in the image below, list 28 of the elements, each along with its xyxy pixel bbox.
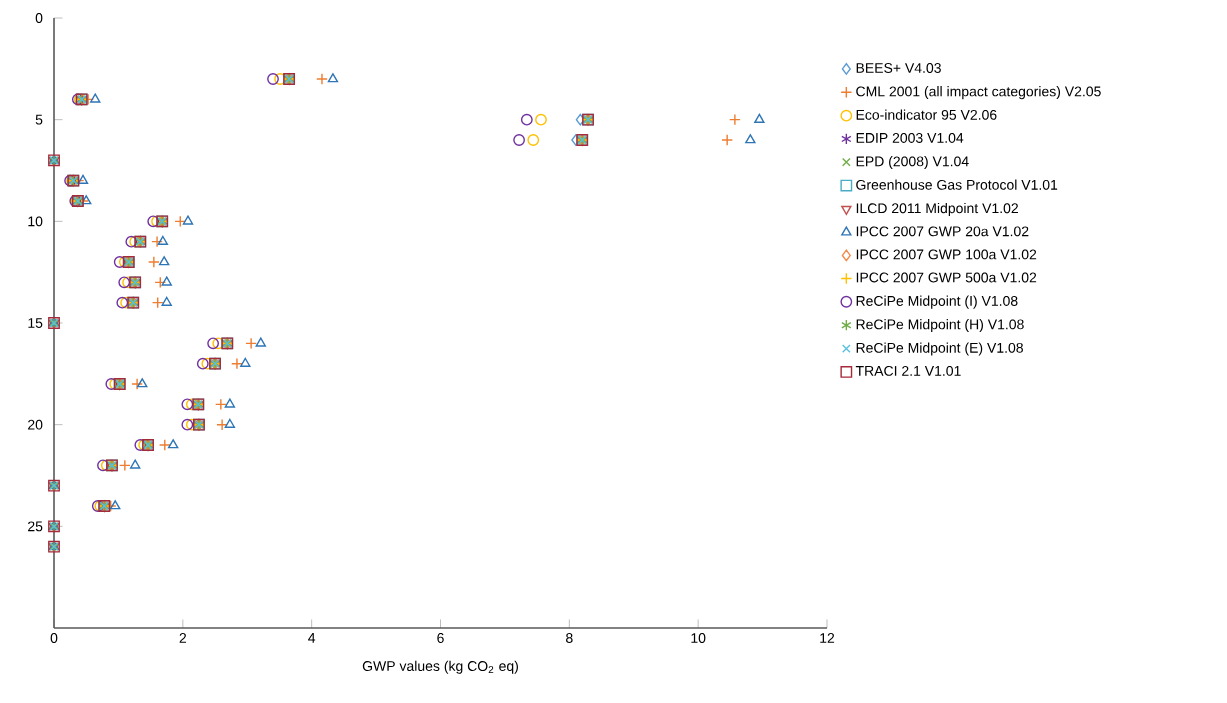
legend-label: CML 2001 (all impact categories) V2.05	[856, 86, 1101, 100]
legend-label: BEES+ V4.03	[856, 63, 941, 73]
y-tick-label: 5	[35, 114, 43, 125]
legend-label: ReCiPe Midpoint (E) V1.08	[856, 342, 1023, 356]
legend-label: ILCD 2011 Midpoint V1.02	[856, 202, 1018, 216]
x-tick-label: 6	[437, 633, 444, 643]
y-tick-label: 0	[35, 13, 43, 23]
x-axis-title: GWP values (kg CO$_{2}$ eq)	[362, 660, 518, 674]
legend-label: IPCC 2007 GWP 500a V1.02	[856, 272, 1037, 283]
legend-label: Eco-indicator 95 V2.06	[856, 109, 997, 120]
x-tick-label: 8	[566, 633, 573, 643]
legend-label: TRACI 2.1 V1.01	[855, 365, 961, 376]
y-tick-label: 25	[28, 521, 43, 532]
legend-label: EDIP 2003 V1.04	[856, 132, 964, 143]
x-tick-label: 12	[820, 633, 835, 643]
x-tick-label: 10	[691, 633, 706, 643]
legend-label: IPCC 2007 GWP 20a V1.02	[856, 226, 1029, 237]
x-tick-label: 0	[50, 633, 58, 643]
legend-label: IPCC 2007 GWP 100a V1.02	[856, 249, 1037, 260]
legend-label: EPD (2008) V1.04	[856, 156, 969, 170]
y-tick-label: 15	[28, 318, 43, 328]
x-tick-label: 2	[179, 633, 187, 643]
legend-label: ReCiPe Midpoint (H) V1.08	[856, 319, 1024, 333]
legend-label: ReCiPe Midpoint (I) V1.08	[856, 295, 1018, 309]
x-tick-label: 4	[308, 633, 316, 643]
legend-label: Greenhouse Gas Protocol V1.01	[856, 179, 1058, 190]
y-tick-label: 10	[28, 216, 43, 227]
y-tick-label: 20	[28, 419, 43, 430]
